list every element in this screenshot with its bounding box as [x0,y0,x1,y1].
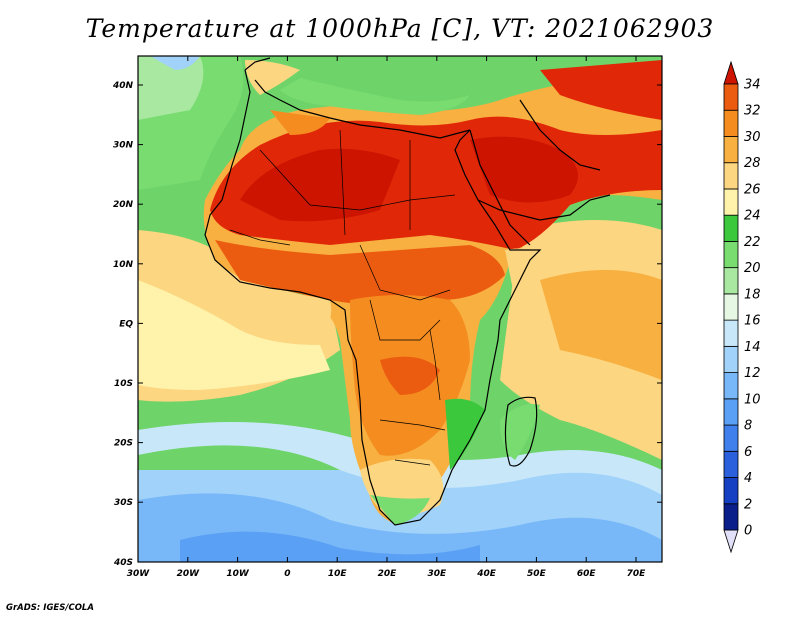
colorbar-swatch [723,188,739,216]
latitude-labels: 40N 30N 20N 10N EQ 10S 20S 30S 40S [112,81,134,568]
lon-tick-label: 70E [627,569,647,579]
lat-tick-label: 10N [113,260,134,270]
colorbar-swatch [723,398,739,426]
lon-tick-label: 30E [427,569,447,579]
lon-tick-label: 0 [284,569,290,579]
colorbar-label: 22 [744,235,761,250]
colorbar-arrow-top [723,60,739,85]
colorbar-swatch [723,83,739,111]
lon-tick-label: 20W [177,569,201,579]
colorbar-label: 24 [744,209,761,224]
colorbar-label: 6 [744,445,752,460]
colorbar-label: 28 [744,156,761,171]
coastlines [204,57,611,526]
lat-tick-label: 20N [113,200,134,210]
colorbar-swatch [723,162,739,190]
colorbar-label: 20 [744,261,761,276]
lon-tick-label: 30W [127,569,151,579]
colorbar-swatch [723,424,739,452]
colorbar-swatch [723,319,739,347]
temperature-field [138,56,662,562]
colorbar-label: 10 [744,392,761,407]
colorbar-label: 30 [744,130,761,145]
colorbar-swatch [723,109,739,137]
colorbar-swatch [723,241,739,269]
longitude-labels: 30W 20W 10W 0 10E 20E 30E 40E 50E 60E 70E [127,569,646,579]
country-borders [229,129,456,466]
colorbar-swatch [723,267,739,295]
lat-tick-label: 30N [113,141,134,151]
lat-tick-label: 40S [113,558,133,568]
colorbar-swatch [723,136,739,164]
colorbar-label: 12 [744,366,761,381]
colorbar-label: 2 [744,497,752,512]
colorbar-swatch [723,450,739,478]
colorbar-swatch [723,293,739,321]
colorbar-label: 14 [744,340,761,355]
colorbar-label: 32 [744,104,761,119]
lat-tick-label: 30S [114,498,133,508]
colorbar-swatch [723,503,739,531]
colorbar-label: 16 [744,314,761,329]
colorbar-swatch [723,214,739,242]
colorbar-swatch [723,345,739,373]
lat-tick-label: 40N [112,81,134,91]
lon-tick-label: 50E [527,569,547,579]
lon-tick-label: 40E [476,569,497,579]
lon-tick-label: 10W [226,569,250,579]
colorbar-label: 4 [744,471,752,486]
lat-tick-label: 20S [114,439,133,449]
colorbar-label: 18 [744,287,761,302]
lat-tick-label: EQ [119,319,133,329]
colorbar-arrow-bottom [723,529,739,554]
colorbar-label: 0 [744,524,752,539]
credit-label: GrADS: IGES/COLA [6,603,94,613]
colorbar-label: 26 [744,182,761,197]
lon-tick-label: 10E [328,569,348,579]
colorbar-label: 8 [744,419,752,434]
tick-marks [137,56,662,563]
colorbar-label: 34 [744,78,761,93]
colorbar-swatch [723,477,739,505]
map-frame [137,55,663,563]
lat-tick-label: 10S [114,379,133,389]
colorbar-swatch [723,372,739,400]
lon-tick-label: 20E [378,569,398,579]
map-title: Temperature at 1000hPa [C], VT: 20210629… [85,14,715,43]
lon-tick-label: 60E [577,569,597,579]
